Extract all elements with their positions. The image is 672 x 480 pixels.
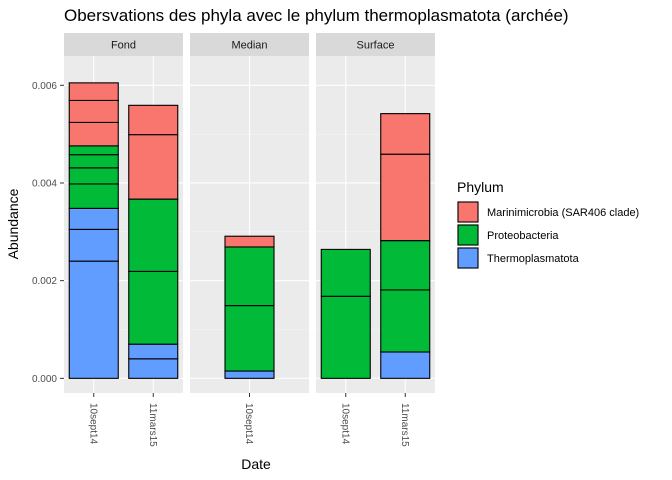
facet-strip-label: Fond — [111, 40, 136, 52]
bar-segment — [380, 351, 431, 379]
bar-segment — [68, 121, 119, 147]
stacked-bar-10sept14 — [224, 235, 275, 379]
x-tick-label: 11mars15 — [147, 403, 158, 447]
stacked-bar-11mars15 — [128, 104, 179, 379]
facet-strip — [316, 33, 435, 56]
stacked-bar-10sept14 — [68, 82, 119, 379]
legend-item: Marinimicrobia (SAR406 clade) — [457, 201, 639, 223]
bar-segment — [68, 260, 119, 379]
bar-segment — [380, 289, 431, 353]
legend-item: Proteobacteria — [457, 224, 559, 246]
bar-segment — [68, 207, 119, 230]
bar-segment — [380, 153, 431, 242]
bar-segment — [128, 343, 179, 360]
bar-segment — [380, 240, 431, 291]
bar-segment — [320, 248, 371, 297]
bar-segment — [68, 228, 119, 262]
bar-segment — [128, 104, 179, 136]
bar-segment — [128, 270, 179, 345]
bar-segment — [224, 246, 275, 307]
legend-label: Marinimicrobia (SAR406 clade) — [487, 207, 639, 219]
facet-strip — [190, 33, 309, 56]
y-tick-label: 0.006 — [32, 81, 57, 92]
bar-segment — [320, 295, 371, 379]
bar-segment — [224, 305, 275, 372]
x-tick-label: 11mars15 — [399, 403, 410, 447]
bar-segment — [224, 235, 275, 248]
y-axis: 0.000 0.002 0.004 0.006 — [32, 81, 64, 385]
stacked-bar-10sept14 — [320, 248, 371, 379]
bar-segment — [68, 154, 119, 169]
legend-label: Proteobacteria — [487, 230, 559, 242]
x-tick-label: 10sept14 — [339, 403, 350, 445]
facet-strip-label: Median — [231, 40, 267, 52]
chart-title: Obersvations des phyla avec le phylum th… — [64, 6, 569, 25]
bar-segment — [128, 198, 179, 272]
bar-segment — [128, 134, 179, 200]
bar-segment — [68, 99, 119, 123]
legend-label: Thermoplasmatota — [487, 253, 580, 265]
legend-item: Thermoplasmatota — [457, 247, 580, 269]
legend-swatch — [457, 247, 479, 269]
facet-strip — [64, 33, 183, 56]
facet-panel-median: Median 10sept14 — [190, 33, 309, 445]
x-tick-label: 10sept14 — [87, 403, 98, 445]
bar-segment — [224, 370, 275, 379]
bar-segment — [68, 167, 119, 185]
bar-segment — [68, 145, 119, 156]
legend-swatch — [457, 224, 479, 246]
facet-panel-fond: Fond 10sept14 11mars15 — [64, 33, 183, 447]
y-tick-label: 0.002 — [32, 276, 57, 287]
facet-panel-surface: Surface 10sept14 11mars15 — [316, 33, 435, 447]
y-tick-label: 0.000 — [32, 374, 57, 385]
bar-segment — [128, 358, 179, 379]
bar-segment — [380, 113, 431, 155]
bar-segment — [68, 183, 119, 209]
legend: Phylum Marinimicrobia (SAR406 clade) Prot… — [457, 179, 639, 269]
y-tick-label: 0.004 — [32, 178, 57, 189]
x-axis-title: Date — [241, 456, 271, 472]
legend-swatch — [457, 201, 479, 223]
legend-title: Phylum — [457, 179, 504, 195]
stacked-bar-11mars15 — [380, 113, 431, 379]
y-axis-title: Abundance — [5, 188, 21, 259]
x-tick-label: 10sept14 — [243, 403, 254, 445]
bar-segment — [68, 82, 119, 101]
facet-strip-label: Surface — [357, 40, 395, 52]
